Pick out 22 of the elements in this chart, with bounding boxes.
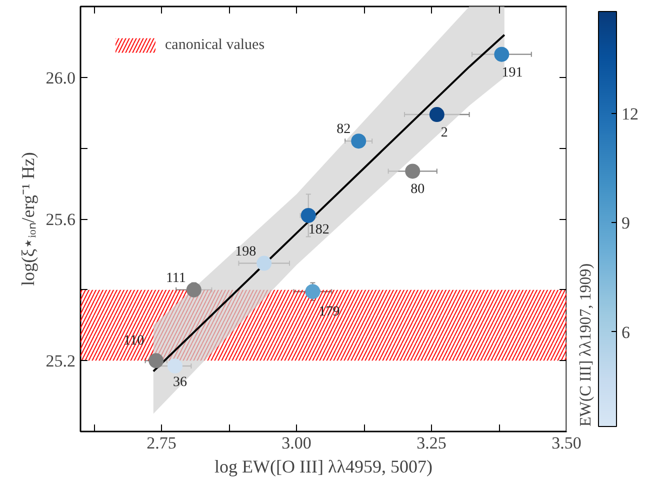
color-bar-title: EW(C III] λλ1907, 1909) <box>578 263 594 426</box>
annotation: 198 <box>235 244 256 260</box>
color-bar-label: 9 <box>622 214 630 233</box>
annotation: 36 <box>173 374 187 390</box>
x-tick-label: 2.75 <box>146 434 176 452</box>
text: 3.50 <box>552 434 582 452</box>
color-bar-label: 6 <box>622 322 630 342</box>
x-axis-title: log EW([O III] λλ4959, 5007) <box>214 456 432 476</box>
annotation: 2 <box>440 126 448 141</box>
legend-label: canonical values <box>165 36 265 54</box>
annotation: 82 <box>336 122 351 138</box>
annotation: 191 <box>502 65 523 80</box>
text: 3.00 <box>282 434 312 452</box>
y-axis-title: log(ξ⋆ᵢₒₙ/erg⁻¹ Hz) <box>18 152 38 286</box>
text: 26.0 <box>46 68 76 88</box>
annotation: 80 <box>410 182 425 198</box>
color-bar-label: 12 <box>622 104 638 124</box>
x-tick-label: 3.25 <box>416 434 446 452</box>
y-tick-label: 25.6 <box>46 210 76 229</box>
annotation: 182 <box>308 222 330 238</box>
annotation: 111 <box>166 270 186 286</box>
y-tick-label: 25.2 <box>46 352 76 371</box>
